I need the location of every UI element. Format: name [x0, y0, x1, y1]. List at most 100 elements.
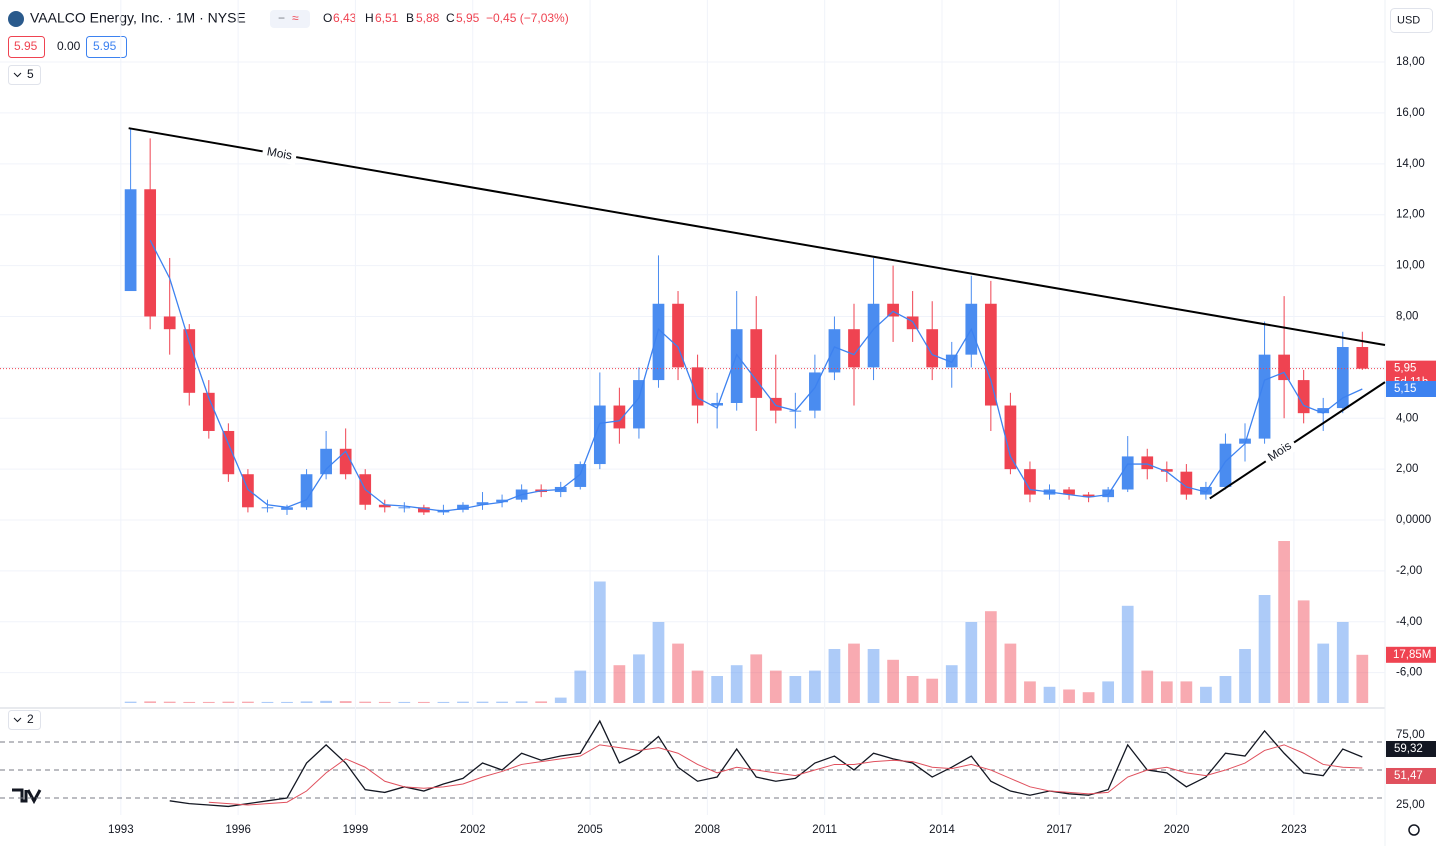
- y-tick-label: -4,00: [1396, 616, 1422, 628]
- x-tick-label: 1993: [108, 824, 134, 836]
- indicator-toggle[interactable]: [8, 65, 41, 85]
- candle-body: [593, 405, 606, 465]
- candle-body: [750, 329, 763, 398]
- settings-icon[interactable]: [1408, 824, 1420, 836]
- y-tick-label: 8,00: [1396, 311, 1418, 323]
- rsi-tag-label: 59,32: [1394, 743, 1423, 755]
- candle-body: [926, 329, 939, 368]
- y-tick-label: 16,00: [1396, 107, 1425, 119]
- candle-body: [1239, 438, 1251, 444]
- candle-body: [867, 303, 880, 368]
- input-value: 5.95: [93, 39, 117, 53]
- brand-logo: [12, 788, 42, 805]
- price-tag-label: 5,95: [1394, 363, 1416, 375]
- volume-bar: [496, 701, 508, 703]
- volume-bar: [1141, 670, 1154, 703]
- volume-bar: [633, 654, 645, 703]
- volume-bar: [1063, 689, 1075, 703]
- input-box[interactable]: [8, 36, 45, 58]
- volume-bar: [1180, 681, 1193, 703]
- volume-bar: [202, 701, 215, 703]
- candle-body: [1141, 456, 1154, 470]
- compare-buttons[interactable]: [270, 10, 310, 28]
- volume-tag: [1386, 646, 1436, 663]
- candle-body: [574, 464, 587, 487]
- volume-bar: [672, 643, 684, 703]
- volume-bar: [613, 665, 626, 703]
- volume-bar: [574, 670, 587, 703]
- volume-bar: [183, 701, 196, 703]
- ohlc-value: 6,51: [375, 11, 399, 25]
- volume-bar: [281, 701, 293, 703]
- y-tick-label: 2,00: [1396, 463, 1418, 475]
- volume-bar: [1219, 676, 1232, 703]
- volume-bar: [809, 670, 821, 703]
- volume-bar: [769, 670, 782, 703]
- y-tick-label: 14,00: [1396, 158, 1425, 170]
- candle-body: [496, 499, 508, 503]
- volume-bar: [1082, 692, 1095, 703]
- volume-bar: [1160, 681, 1173, 703]
- candle-body: [672, 303, 684, 368]
- input-box[interactable]: [86, 36, 127, 58]
- chevron: [13, 72, 22, 78]
- candle-body: [261, 507, 274, 509]
- volume-bar: [437, 701, 450, 703]
- trend-line: [1209, 381, 1386, 500]
- candle-body: [809, 372, 821, 411]
- volume-bar: [222, 701, 235, 703]
- rsi-tag: [1386, 740, 1436, 757]
- input-value: 0.00: [57, 39, 81, 53]
- candle-body: [163, 316, 176, 330]
- rsi-tag-label: 51,47: [1394, 770, 1423, 782]
- volume-bar: [1239, 649, 1251, 703]
- indicator-label: 2: [27, 712, 34, 726]
- volume-bar: [1297, 600, 1310, 703]
- volume-bar: [124, 701, 137, 703]
- candle-body: [1024, 469, 1036, 495]
- candle-body: [691, 367, 704, 406]
- symbol-title[interactable]: VAALCO Energy, Inc. · 1M · NYSE: [30, 10, 246, 26]
- volume-bar: [789, 676, 802, 703]
- rsi-line: [169, 719, 1363, 808]
- volume-bar: [242, 701, 254, 703]
- currency-button[interactable]: [1390, 8, 1433, 33]
- volume-bar: [906, 676, 919, 703]
- candle-body: [730, 329, 743, 403]
- candle-body: [1121, 456, 1134, 490]
- candle-body: [378, 504, 391, 508]
- candle-body: [887, 303, 899, 317]
- volume-bar: [359, 701, 372, 703]
- indicator-toggle[interactable]: [8, 710, 41, 730]
- volume-tag-label: 17,85M: [1393, 649, 1431, 661]
- volume-bar: [476, 701, 489, 703]
- volume-bar: [1317, 643, 1330, 703]
- volume-bar: [828, 649, 841, 703]
- volume-bar: [398, 701, 411, 703]
- y-tick-label: 12,00: [1396, 209, 1425, 221]
- y-tick-label: 75,00: [1396, 729, 1425, 741]
- candle-body: [222, 430, 235, 475]
- volume-bar: [163, 701, 176, 703]
- candle-body: [476, 502, 489, 505]
- volume-bar: [554, 697, 567, 703]
- x-tick-label: 1996: [225, 824, 251, 836]
- volume-bar: [300, 701, 313, 703]
- rsi-tag: [1386, 767, 1436, 784]
- candle-body: [1219, 443, 1232, 487]
- candle-body: [124, 189, 137, 292]
- volume-bar: [261, 701, 274, 703]
- volume-bar: [1258, 595, 1271, 703]
- candle-body: [711, 402, 723, 406]
- candle-body: [1278, 354, 1290, 381]
- trend-label: Mois: [266, 144, 293, 162]
- x-tick-label: 2002: [460, 824, 486, 836]
- candle-body: [144, 189, 157, 317]
- volume-bar: [1278, 541, 1290, 703]
- currency: USD: [1397, 14, 1420, 26]
- indicator-label: 5: [27, 67, 34, 81]
- volume-bar: [730, 665, 743, 703]
- x-tick-label: 2023: [1281, 824, 1307, 836]
- candle-body: [1180, 471, 1193, 495]
